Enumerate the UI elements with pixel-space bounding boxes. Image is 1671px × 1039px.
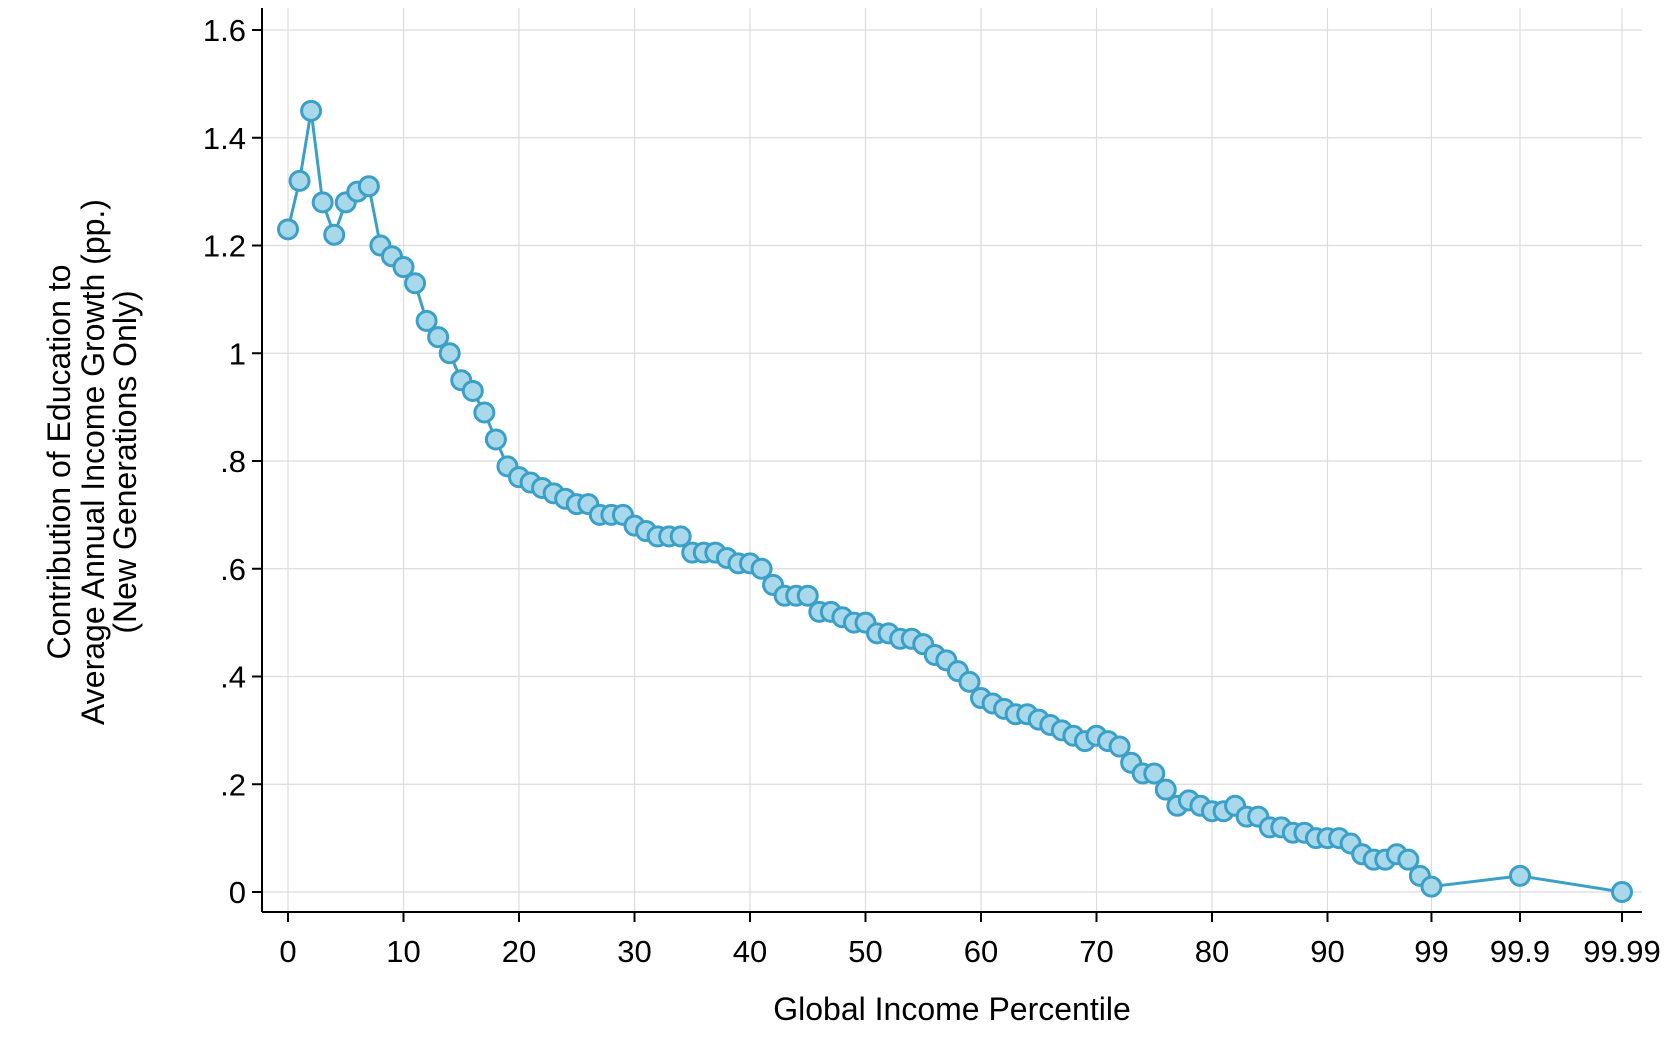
gridlines bbox=[262, 8, 1642, 912]
x-tick-label: 20 bbox=[502, 934, 536, 969]
y-tick-label: 1 bbox=[229, 336, 246, 371]
data-point bbox=[392, 256, 415, 279]
y-tick-label: .6 bbox=[220, 552, 246, 587]
y-axis-title: Contribution of Education to Average Ann… bbox=[41, 199, 143, 725]
x-tick-label: 50 bbox=[848, 934, 882, 969]
data-point bbox=[473, 401, 496, 424]
x-tick-label: 10 bbox=[386, 934, 420, 969]
y-tick-label: .2 bbox=[220, 767, 246, 802]
y-tick-label: .8 bbox=[220, 444, 246, 479]
data-point bbox=[461, 379, 484, 402]
data-point bbox=[1611, 881, 1633, 903]
axes bbox=[261, 8, 1642, 913]
data-point bbox=[750, 557, 773, 580]
data-point bbox=[484, 428, 507, 451]
y-ticks: 0 .2 .4 .6 .8 1 1.2 1.4 1.6 bbox=[203, 13, 262, 910]
data-point bbox=[323, 223, 346, 246]
x-tick-label: 60 bbox=[964, 934, 998, 969]
data-point bbox=[958, 670, 981, 693]
data-point bbox=[796, 584, 819, 607]
x-tick-label: 80 bbox=[1195, 934, 1229, 969]
data-point bbox=[427, 326, 450, 349]
y-tick-label: .4 bbox=[220, 660, 246, 695]
data-point bbox=[1509, 864, 1531, 887]
data-markers bbox=[277, 99, 1633, 903]
y-axis-title-line-1: Contribution of Education to bbox=[41, 265, 77, 660]
y-tick-label: 1.6 bbox=[203, 13, 246, 48]
x-axis-title: Global Income Percentile bbox=[773, 991, 1131, 1027]
data-point bbox=[288, 169, 311, 192]
data-point bbox=[415, 309, 438, 332]
data-point bbox=[669, 525, 692, 548]
x-tick-label: 30 bbox=[617, 934, 651, 969]
x-tick-label: 90 bbox=[1310, 934, 1344, 969]
y-tick-label: 1.2 bbox=[203, 229, 246, 264]
x-tick-label: 99 bbox=[1414, 934, 1448, 969]
data-point bbox=[277, 218, 299, 241]
data-point bbox=[1154, 778, 1177, 801]
data-point bbox=[311, 191, 334, 214]
data-point bbox=[404, 272, 427, 295]
y-tick-label: 0 bbox=[229, 875, 246, 910]
x-tick-label: 99.99 bbox=[1583, 934, 1661, 969]
x-tick-label: 0 bbox=[279, 934, 296, 969]
y-tick-label: 1.4 bbox=[203, 121, 246, 156]
y-axis-title-line-2: Average Annual Income Growth (pp.) bbox=[75, 199, 111, 725]
data-point bbox=[357, 175, 380, 198]
series-line bbox=[286, 110, 1623, 894]
x-tick-label: 99.9 bbox=[1490, 934, 1550, 969]
data-point bbox=[1143, 762, 1166, 785]
data-point bbox=[1108, 735, 1131, 758]
y-axis-title-line-3: (New Generations Only) bbox=[107, 290, 143, 633]
x-ticks: 0 10 20 30 40 50 60 70 80 90 99 99.9 99.99 bbox=[279, 912, 1661, 969]
data-point bbox=[300, 99, 323, 122]
x-tick-label: 70 bbox=[1079, 934, 1113, 969]
data-point bbox=[438, 342, 461, 365]
series-layer bbox=[277, 99, 1633, 903]
data-point bbox=[1397, 848, 1420, 871]
data-point bbox=[1420, 875, 1443, 898]
x-tick-label: 40 bbox=[733, 934, 767, 969]
